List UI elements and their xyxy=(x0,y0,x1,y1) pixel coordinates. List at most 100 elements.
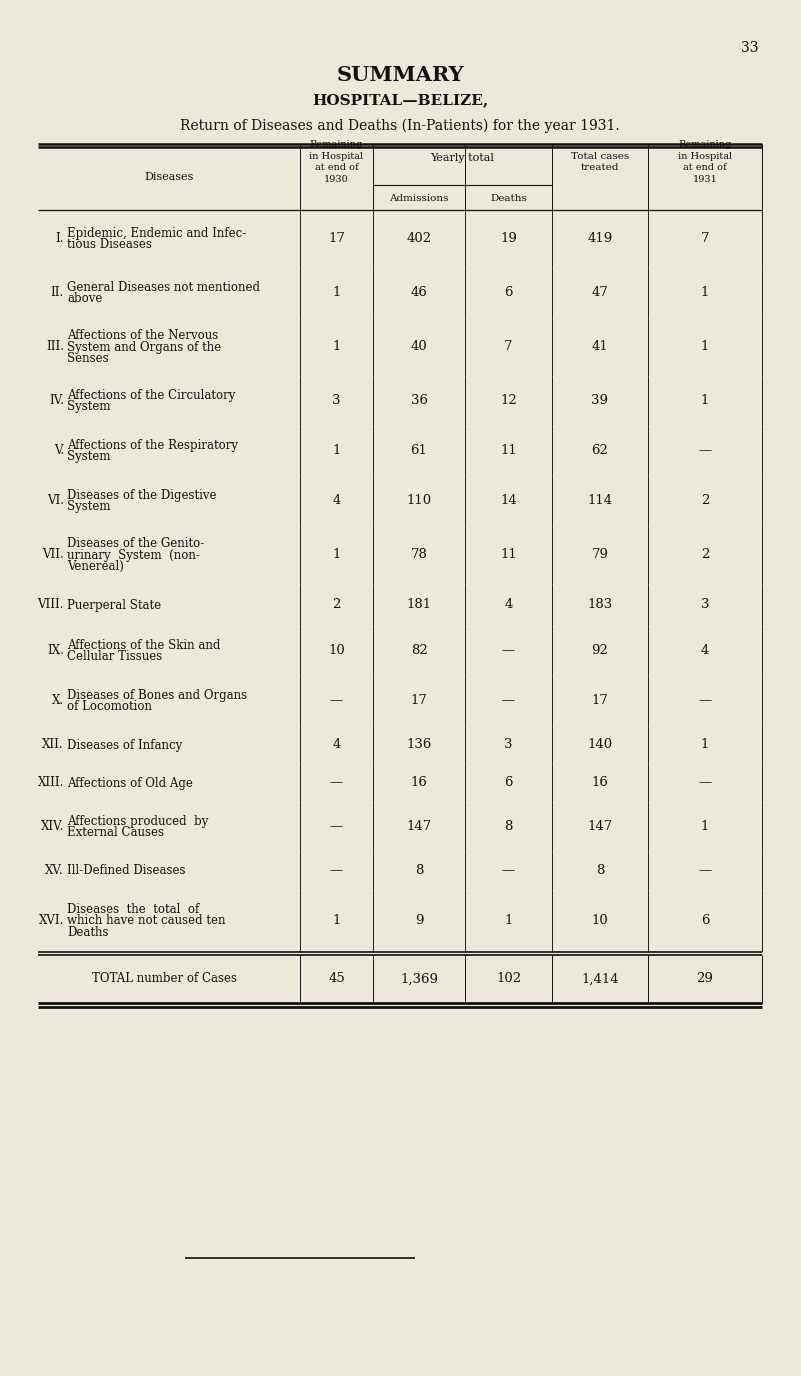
Text: 62: 62 xyxy=(592,444,609,457)
Text: 45: 45 xyxy=(328,973,345,985)
Text: 147: 147 xyxy=(587,820,613,834)
Text: Deaths: Deaths xyxy=(490,194,527,204)
Text: X.: X. xyxy=(52,695,64,707)
Text: Senses: Senses xyxy=(67,352,109,365)
Text: I.: I. xyxy=(55,233,64,245)
Text: System and Organs of the: System and Organs of the xyxy=(67,340,221,354)
Text: Ill-Defined Diseases: Ill-Defined Diseases xyxy=(67,864,186,878)
Text: 1: 1 xyxy=(332,549,340,561)
Text: 1: 1 xyxy=(701,739,709,751)
Text: Cellular Tissues: Cellular Tissues xyxy=(67,651,163,663)
Text: 7: 7 xyxy=(505,340,513,354)
Text: —: — xyxy=(330,864,343,878)
Text: 46: 46 xyxy=(411,286,428,300)
Text: 4: 4 xyxy=(332,494,340,508)
Text: Epidemic, Endemic and Infec-: Epidemic, Endemic and Infec- xyxy=(67,227,246,239)
Text: —: — xyxy=(502,644,515,658)
Text: 16: 16 xyxy=(592,776,609,790)
Text: II.: II. xyxy=(50,286,64,300)
Text: Venereal): Venereal) xyxy=(67,560,124,572)
Text: 11: 11 xyxy=(500,444,517,457)
Text: 114: 114 xyxy=(587,494,613,508)
Text: VI.: VI. xyxy=(47,494,64,508)
Text: 1: 1 xyxy=(332,286,340,300)
Text: 10: 10 xyxy=(592,915,609,927)
Text: 419: 419 xyxy=(587,233,613,245)
Text: Deaths: Deaths xyxy=(67,926,108,938)
Text: Diseases of Bones and Organs: Diseases of Bones and Organs xyxy=(67,689,248,702)
Text: 136: 136 xyxy=(406,739,432,751)
Text: 1: 1 xyxy=(505,915,513,927)
Text: 4: 4 xyxy=(505,599,513,611)
Text: III.: III. xyxy=(46,340,64,354)
Text: System: System xyxy=(67,501,111,513)
Text: 3: 3 xyxy=(505,739,513,751)
Text: 19: 19 xyxy=(500,233,517,245)
Text: 1,414: 1,414 xyxy=(582,973,619,985)
Text: Total cases
treated: Total cases treated xyxy=(571,151,629,172)
Text: —: — xyxy=(698,695,711,707)
Text: 41: 41 xyxy=(592,340,609,354)
Text: 78: 78 xyxy=(411,549,428,561)
Text: 102: 102 xyxy=(496,973,521,985)
Text: —: — xyxy=(698,444,711,457)
Text: 6: 6 xyxy=(505,776,513,790)
Text: 17: 17 xyxy=(328,233,345,245)
Text: VII.: VII. xyxy=(42,549,64,561)
Text: 2: 2 xyxy=(332,599,340,611)
Text: Affections of the Respiratory: Affections of the Respiratory xyxy=(67,439,238,451)
Text: 4: 4 xyxy=(332,739,340,751)
Text: 16: 16 xyxy=(411,776,428,790)
Text: 147: 147 xyxy=(406,820,432,834)
Text: 17: 17 xyxy=(592,695,609,707)
Text: 9: 9 xyxy=(415,915,423,927)
Text: 61: 61 xyxy=(411,444,428,457)
Text: 2: 2 xyxy=(701,549,709,561)
Text: Affections of Old Age: Affections of Old Age xyxy=(67,776,193,790)
Text: IV.: IV. xyxy=(49,395,64,407)
Text: which have not caused ten: which have not caused ten xyxy=(67,915,226,927)
Text: 110: 110 xyxy=(406,494,432,508)
Text: 14: 14 xyxy=(500,494,517,508)
Text: Affections of the Circulatory: Affections of the Circulatory xyxy=(67,389,235,402)
Text: 1: 1 xyxy=(701,286,709,300)
Text: Affections of the Nervous: Affections of the Nervous xyxy=(67,329,218,343)
Text: 47: 47 xyxy=(592,286,609,300)
Text: 92: 92 xyxy=(592,644,609,658)
Text: Yearly total: Yearly total xyxy=(431,153,494,162)
Text: General Diseases not mentioned: General Diseases not mentioned xyxy=(67,281,260,293)
Text: Admissions: Admissions xyxy=(389,194,449,204)
Text: XII.: XII. xyxy=(42,739,64,751)
Text: 7: 7 xyxy=(701,233,709,245)
Text: 181: 181 xyxy=(406,599,432,611)
Text: of Locomotion: of Locomotion xyxy=(67,700,152,713)
Text: XIV.: XIV. xyxy=(41,820,64,834)
Text: Diseases of Infancy: Diseases of Infancy xyxy=(67,739,183,751)
Text: 1: 1 xyxy=(332,915,340,927)
Text: 33: 33 xyxy=(741,41,759,55)
Text: VIII.: VIII. xyxy=(38,599,64,611)
Text: 1: 1 xyxy=(332,340,340,354)
Text: 29: 29 xyxy=(697,973,714,985)
Text: 8: 8 xyxy=(415,864,423,878)
Text: —: — xyxy=(502,695,515,707)
Text: Remaining
in Hospital
at end of
1931: Remaining in Hospital at end of 1931 xyxy=(678,140,732,183)
Text: above: above xyxy=(67,292,103,305)
Text: 3: 3 xyxy=(332,395,340,407)
Text: TOTAL number of Cases: TOTAL number of Cases xyxy=(91,973,236,985)
Text: —: — xyxy=(698,776,711,790)
Text: 39: 39 xyxy=(591,395,609,407)
Text: System: System xyxy=(67,400,111,413)
Text: —: — xyxy=(698,864,711,878)
Text: 3: 3 xyxy=(701,599,709,611)
Text: Return of Diseases and Deaths (In-Patients) for the year 1931.: Return of Diseases and Deaths (In-Patien… xyxy=(180,118,620,133)
Text: 79: 79 xyxy=(591,549,609,561)
Text: urinary  System  (non-: urinary System (non- xyxy=(67,549,200,561)
Text: HOSPITAL—BELIZE,: HOSPITAL—BELIZE, xyxy=(312,94,488,107)
Text: Diseases: Diseases xyxy=(144,172,194,182)
Text: —: — xyxy=(330,776,343,790)
Text: Diseases  the  total  of: Diseases the total of xyxy=(67,903,199,916)
Text: Diseases of the Digestive: Diseases of the Digestive xyxy=(67,488,216,502)
Text: 2: 2 xyxy=(701,494,709,508)
Text: 6: 6 xyxy=(701,915,709,927)
